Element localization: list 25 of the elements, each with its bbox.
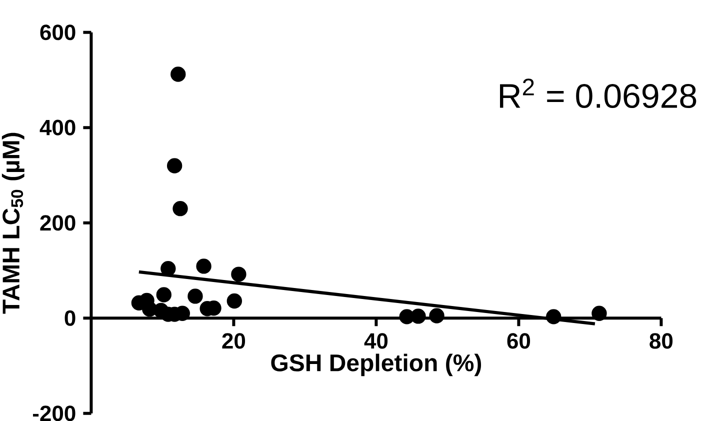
point <box>429 308 444 324</box>
y-axis-title: TAMH LC$_{50}$ (µM) <box>2 132 24 314</box>
y-tick-label: -200 <box>33 406 76 421</box>
point <box>231 266 246 282</box>
point <box>410 308 426 324</box>
x-tick-label: 80 <box>650 333 673 349</box>
x-tick-label: 20 <box>222 333 246 349</box>
point <box>592 306 607 321</box>
point <box>170 66 186 82</box>
x-tick-label: 60 <box>507 333 530 349</box>
point <box>160 260 176 276</box>
y-tick-label: 600 <box>40 24 76 40</box>
y-tick-label: 0 <box>64 310 76 326</box>
x-tick-label: 40 <box>364 333 388 349</box>
point <box>172 200 188 216</box>
point <box>166 158 182 174</box>
point <box>196 258 212 274</box>
y-tick-label: 400 <box>40 120 76 136</box>
point <box>156 287 172 302</box>
point <box>226 293 242 309</box>
annotation: R$^{2}$ = 0.06928 <box>500 78 696 108</box>
x-axis-title: GSH Depletion (%) <box>271 354 482 376</box>
point <box>188 288 203 304</box>
y-tick-label: 200 <box>40 215 76 231</box>
point <box>546 309 562 324</box>
